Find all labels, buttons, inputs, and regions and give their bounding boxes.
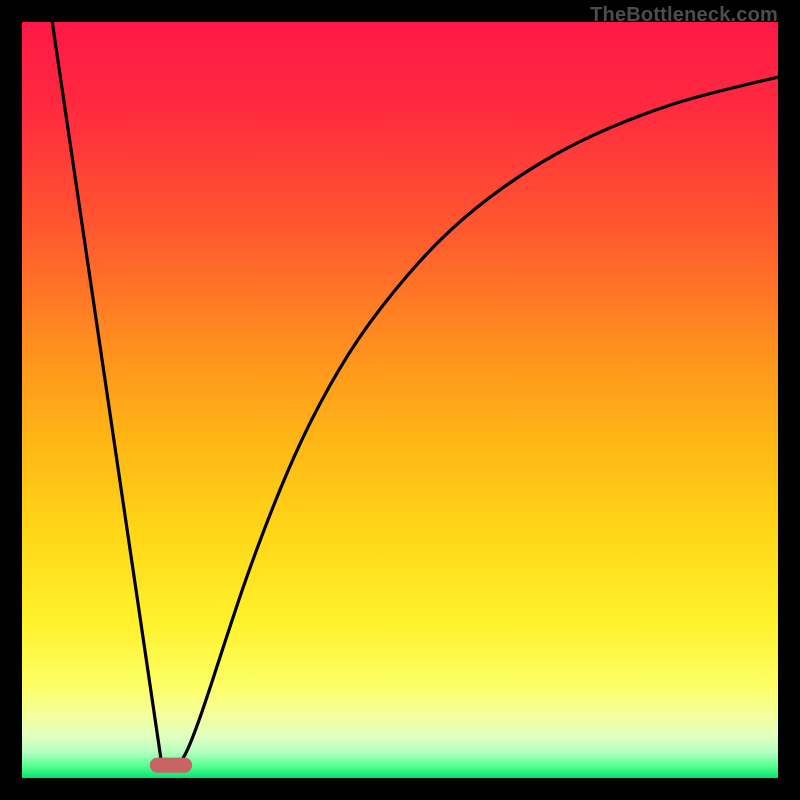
bottleneck-curve-chart	[0, 0, 800, 800]
chart-frame: TheBottleneck.com	[0, 0, 800, 800]
chart-background-gradient	[22, 22, 778, 778]
vertex-marker	[150, 758, 192, 773]
watermark-text: TheBottleneck.com	[590, 4, 778, 27]
